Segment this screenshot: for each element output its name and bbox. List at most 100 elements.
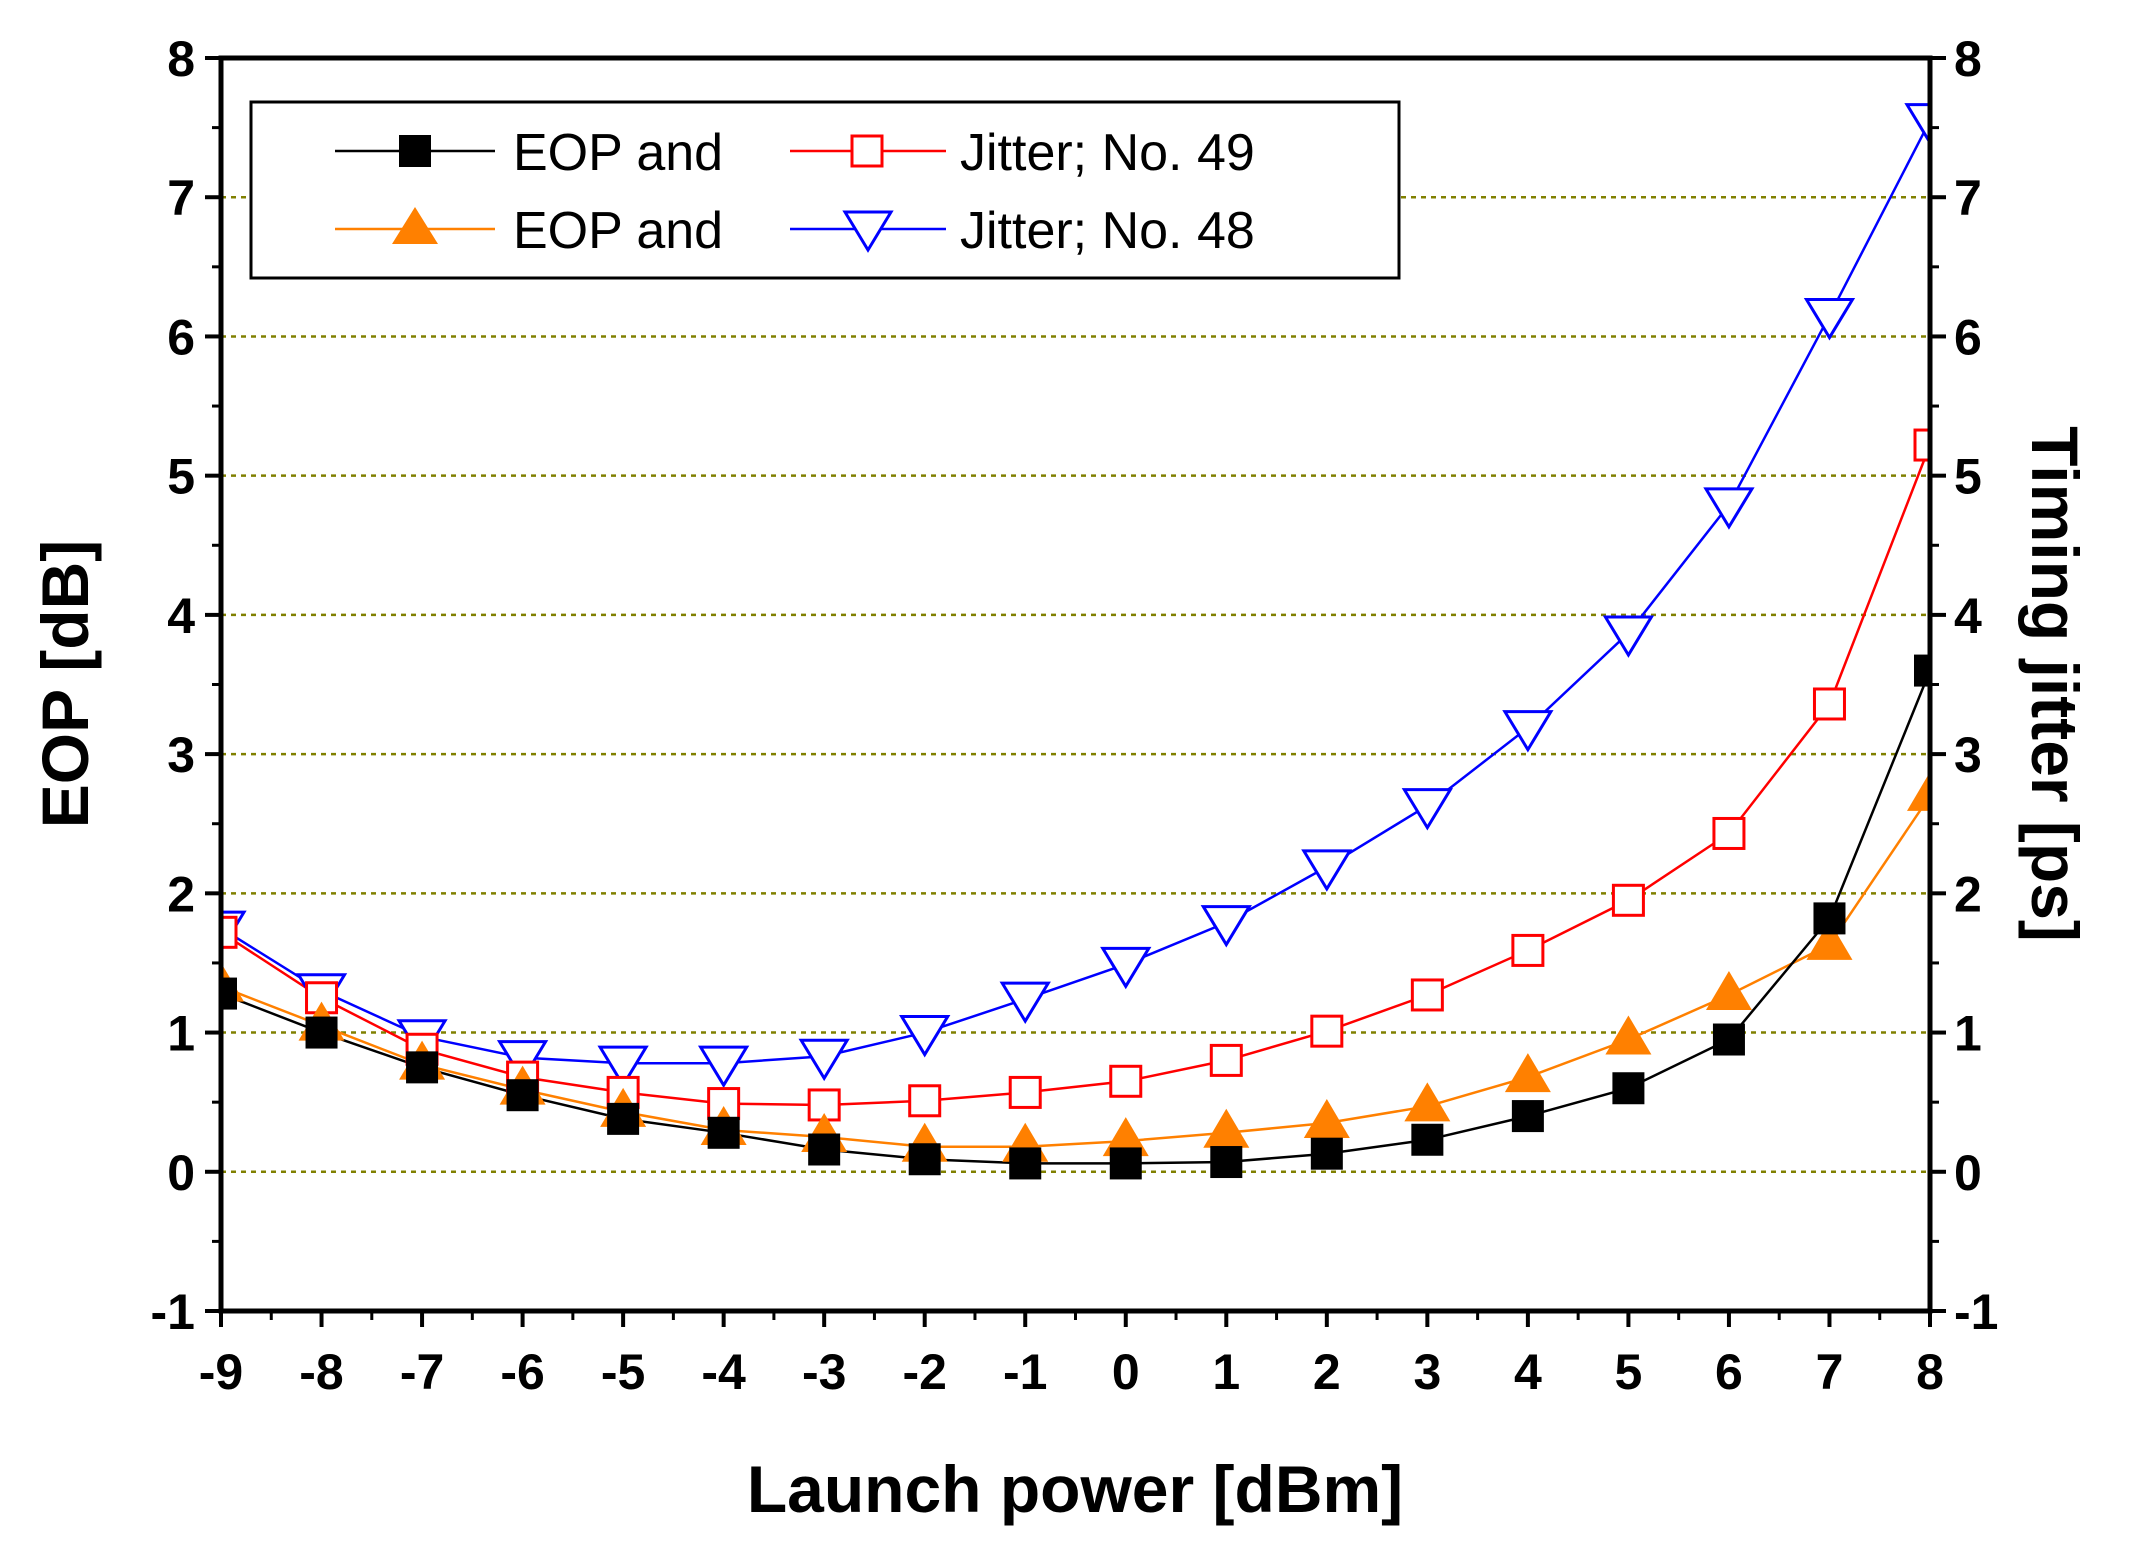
data-point-jitter49 [1611, 883, 1645, 917]
legend-marker-filled-square [399, 135, 431, 167]
data-point-jitter49 [1008, 1075, 1042, 1109]
y-left-tick-label: 0 [167, 1145, 195, 1201]
y-right-tick-label: 0 [1954, 1145, 1982, 1201]
data-point-eop49 [607, 1102, 640, 1135]
x-tick-label: 7 [1816, 1344, 1844, 1400]
data-point-jitter48 [1904, 103, 1930, 146]
x-tick-label: 8 [1916, 1344, 1944, 1400]
data-point-eop49 [1210, 1146, 1243, 1179]
x-tick-label: 1 [1212, 1344, 1240, 1400]
data-point-eop49 [1411, 1123, 1444, 1156]
data-point-eop49 [1009, 1147, 1042, 1180]
x-tick-label: 6 [1715, 1344, 1743, 1400]
x-tick-label: 0 [1112, 1344, 1140, 1400]
x-tick-label: -8 [299, 1344, 343, 1400]
x-tick-label: -3 [802, 1344, 846, 1400]
data-point-jitter48 [697, 1045, 750, 1089]
y-left-tick-label: 8 [167, 31, 195, 87]
data-point-jitter48 [1100, 946, 1152, 990]
data-point-eop49 [1813, 902, 1846, 935]
y-left-tick-label: 5 [167, 449, 195, 505]
data-point-eop48 [1404, 1082, 1451, 1122]
y-left-tick-label: 6 [167, 309, 195, 365]
x-tick-label: 4 [1514, 1344, 1542, 1400]
axis-ticks [205, 56, 1946, 1327]
data-point-jitter48 [1502, 710, 1554, 753]
legend-label-jitter49: Jitter; No. 49 [960, 124, 1255, 182]
y-right-tick-label: 3 [1954, 727, 1982, 783]
data-point-jitter48 [1200, 905, 1252, 948]
data-point-eop48 [1806, 920, 1853, 960]
y-left-tick-label: 3 [167, 727, 195, 783]
data-point-eop49 [908, 1143, 941, 1176]
data-point-eop49 [1712, 1023, 1745, 1056]
data-point-jitter49 [1712, 816, 1746, 850]
data-point-jitter48 [1703, 487, 1755, 530]
legend-row-no49: EOP and Jitter; No. 49 [335, 124, 1255, 182]
legend-box [249, 100, 1401, 280]
x-axis-title: Launch power [dBm] [747, 1452, 1403, 1526]
series-line [221, 795, 1930, 1148]
data-point-jitter49 [1209, 1043, 1243, 1077]
data-point-jitter49 [1310, 1014, 1344, 1048]
data-point-eop49 [506, 1079, 539, 1112]
data-point-eop48 [1203, 1108, 1250, 1148]
y-axis-left-title: EOP [dB] [28, 540, 102, 828]
y-right-tick-label: 4 [1954, 588, 1982, 644]
data-point-jitter49 [1511, 933, 1545, 967]
legend-label-jitter48: Jitter; No. 48 [960, 202, 1255, 260]
y-right-tick-label: 7 [1954, 170, 1982, 226]
data-point-jitter48 [597, 1045, 649, 1089]
series-line [221, 444, 1930, 1107]
data-point-eop48 [1102, 1117, 1149, 1157]
x-tick-label: -7 [400, 1344, 444, 1400]
y-left-tick-label: -1 [151, 1284, 195, 1340]
grid-lines [221, 195, 1930, 1174]
x-tick-label: -2 [902, 1344, 946, 1400]
data-point-eop49 [1109, 1147, 1142, 1180]
tick-labels: -1 -1 0 0 1 1 2 2 3 3 4 4 5 5 6 6 7 7 8 8 -9 -8 -7 -6 -5 -4 -3 -2 -1… [151, 31, 1999, 1400]
y-left-tick-label: 7 [167, 170, 195, 226]
x-tick-label: 3 [1413, 1344, 1441, 1400]
data-point-eop49 [406, 1051, 439, 1084]
data-point-jitter49 [1812, 687, 1846, 721]
legend-label-eop48: EOP and [513, 202, 723, 260]
data-point-jitter48 [798, 1038, 850, 1082]
y-left-tick-label: 4 [167, 588, 195, 644]
y-right-tick-label: 1 [1954, 1006, 1982, 1062]
legend: EOP and Jitter; No. 49 EOP and Jitter; N… [249, 100, 1401, 280]
data-point-jitter48 [1602, 615, 1655, 658]
data-point-jitter49 [1913, 428, 1930, 462]
y-right-tick-label: 8 [1954, 31, 1982, 87]
legend-row-no48: EOP and Jitter; No. 48 [335, 202, 1255, 260]
data-point-jitter48 [1301, 849, 1353, 892]
y-right-tick-label: 5 [1954, 449, 1982, 505]
data-point-eop49 [707, 1116, 740, 1149]
legend-marker-filled-triangle [392, 207, 438, 244]
y-left-tick-label: 2 [167, 866, 195, 922]
series-markers [221, 654, 1930, 1180]
data-point-jitter49 [908, 1084, 942, 1118]
x-tick-label: 2 [1313, 1344, 1341, 1400]
data-point-eop48 [1303, 1099, 1350, 1139]
data-point-jitter49 [1410, 978, 1444, 1012]
legend-label-eop49: EOP and [513, 124, 723, 182]
x-tick-label: -6 [500, 1344, 544, 1400]
data-point-eop49 [808, 1133, 841, 1166]
y-left-tick-label: 1 [167, 1006, 195, 1062]
series-line [221, 670, 1930, 1165]
data-point-jitter48 [999, 981, 1051, 1025]
data-point-jitter48 [1401, 788, 1454, 831]
x-tick-label: 5 [1615, 1344, 1643, 1400]
x-tick-label: -9 [199, 1344, 243, 1400]
legend-marker-open-square [850, 134, 884, 168]
data-point-eop48 [1504, 1053, 1551, 1093]
data-point-jitter49 [1109, 1064, 1143, 1098]
data-point-eop49 [1511, 1100, 1544, 1133]
y-right-tick-label: -1 [1954, 1284, 1998, 1340]
series-group [221, 103, 1930, 1180]
data-point-eop49 [1612, 1072, 1645, 1105]
x-tick-label: -1 [1003, 1344, 1047, 1400]
